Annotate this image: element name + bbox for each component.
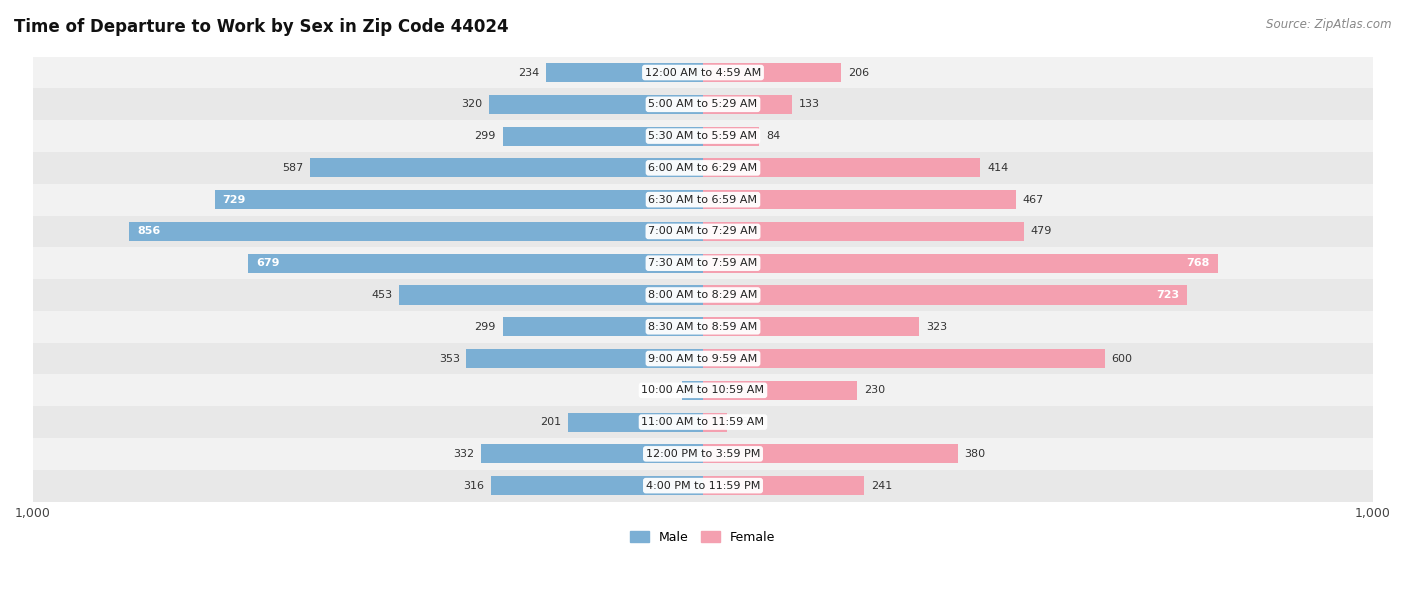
Bar	[32, 374, 1374, 406]
Bar	[215, 190, 703, 209]
Text: 84: 84	[766, 131, 780, 141]
Text: 316: 316	[464, 481, 485, 491]
Text: 453: 453	[371, 290, 392, 300]
Text: 12:00 AM to 4:59 AM: 12:00 AM to 4:59 AM	[645, 68, 761, 77]
Text: 320: 320	[461, 99, 482, 109]
Bar	[503, 127, 703, 146]
Bar	[703, 412, 727, 431]
Bar	[703, 190, 1017, 209]
Bar	[247, 253, 703, 273]
Text: 10:00 AM to 10:59 AM: 10:00 AM to 10:59 AM	[641, 386, 765, 395]
Text: 323: 323	[927, 322, 948, 332]
Bar	[703, 127, 759, 146]
Bar	[703, 317, 920, 336]
Bar	[32, 406, 1374, 438]
Text: 201: 201	[540, 417, 561, 427]
Bar	[703, 95, 792, 114]
Text: 600: 600	[1112, 353, 1133, 364]
Text: 768: 768	[1187, 258, 1209, 268]
Bar	[703, 63, 841, 82]
Bar	[32, 279, 1374, 311]
Text: 299: 299	[475, 131, 496, 141]
Text: 4:00 PM to 11:59 PM: 4:00 PM to 11:59 PM	[645, 481, 761, 491]
Text: 299: 299	[475, 322, 496, 332]
Bar	[32, 343, 1374, 374]
Bar	[32, 469, 1374, 502]
Text: 479: 479	[1031, 227, 1052, 236]
Text: 332: 332	[453, 449, 474, 459]
Bar	[546, 63, 703, 82]
Text: 856: 856	[138, 227, 160, 236]
Text: Time of Departure to Work by Sex in Zip Code 44024: Time of Departure to Work by Sex in Zip …	[14, 18, 509, 36]
Text: 12:00 PM to 3:59 PM: 12:00 PM to 3:59 PM	[645, 449, 761, 459]
Text: 36: 36	[734, 417, 748, 427]
Text: Source: ZipAtlas.com: Source: ZipAtlas.com	[1267, 18, 1392, 31]
Text: 230: 230	[863, 386, 884, 395]
Bar	[491, 476, 703, 495]
Bar	[32, 311, 1374, 343]
Bar	[32, 438, 1374, 469]
Text: 31: 31	[662, 386, 675, 395]
Bar	[467, 349, 703, 368]
Text: 133: 133	[799, 99, 820, 109]
Bar	[32, 152, 1374, 184]
Text: 723: 723	[1156, 290, 1180, 300]
Text: 380: 380	[965, 449, 986, 459]
Bar	[703, 253, 1218, 273]
Text: 5:30 AM to 5:59 AM: 5:30 AM to 5:59 AM	[648, 131, 758, 141]
Legend: Male, Female: Male, Female	[626, 525, 780, 549]
Bar	[32, 184, 1374, 215]
Bar	[488, 95, 703, 114]
Bar	[32, 57, 1374, 89]
Text: 234: 234	[519, 68, 540, 77]
Text: 467: 467	[1022, 195, 1043, 205]
Bar	[682, 381, 703, 400]
Bar	[503, 317, 703, 336]
Text: 353: 353	[439, 353, 460, 364]
Text: 8:00 AM to 8:29 AM: 8:00 AM to 8:29 AM	[648, 290, 758, 300]
Text: 7:30 AM to 7:59 AM: 7:30 AM to 7:59 AM	[648, 258, 758, 268]
Bar	[32, 248, 1374, 279]
Bar	[703, 444, 957, 464]
Text: 241: 241	[872, 481, 893, 491]
Text: 7:00 AM to 7:29 AM: 7:00 AM to 7:29 AM	[648, 227, 758, 236]
Bar	[703, 381, 858, 400]
Text: 587: 587	[281, 163, 302, 173]
Bar	[309, 158, 703, 177]
Bar	[703, 349, 1105, 368]
Text: 206: 206	[848, 68, 869, 77]
Bar	[703, 286, 1188, 305]
Text: 679: 679	[256, 258, 280, 268]
Bar	[32, 89, 1374, 120]
Bar	[568, 412, 703, 431]
Bar	[32, 215, 1374, 248]
Text: 414: 414	[987, 163, 1008, 173]
Text: 729: 729	[222, 195, 246, 205]
Text: 9:00 AM to 9:59 AM: 9:00 AM to 9:59 AM	[648, 353, 758, 364]
Text: 11:00 AM to 11:59 AM: 11:00 AM to 11:59 AM	[641, 417, 765, 427]
Text: 6:30 AM to 6:59 AM: 6:30 AM to 6:59 AM	[648, 195, 758, 205]
Bar	[32, 120, 1374, 152]
Bar	[399, 286, 703, 305]
Bar	[703, 222, 1024, 241]
Text: 5:00 AM to 5:29 AM: 5:00 AM to 5:29 AM	[648, 99, 758, 109]
Bar	[481, 444, 703, 464]
Bar	[129, 222, 703, 241]
Text: 8:30 AM to 8:59 AM: 8:30 AM to 8:59 AM	[648, 322, 758, 332]
Bar	[703, 476, 865, 495]
Text: 6:00 AM to 6:29 AM: 6:00 AM to 6:29 AM	[648, 163, 758, 173]
Bar	[703, 158, 980, 177]
